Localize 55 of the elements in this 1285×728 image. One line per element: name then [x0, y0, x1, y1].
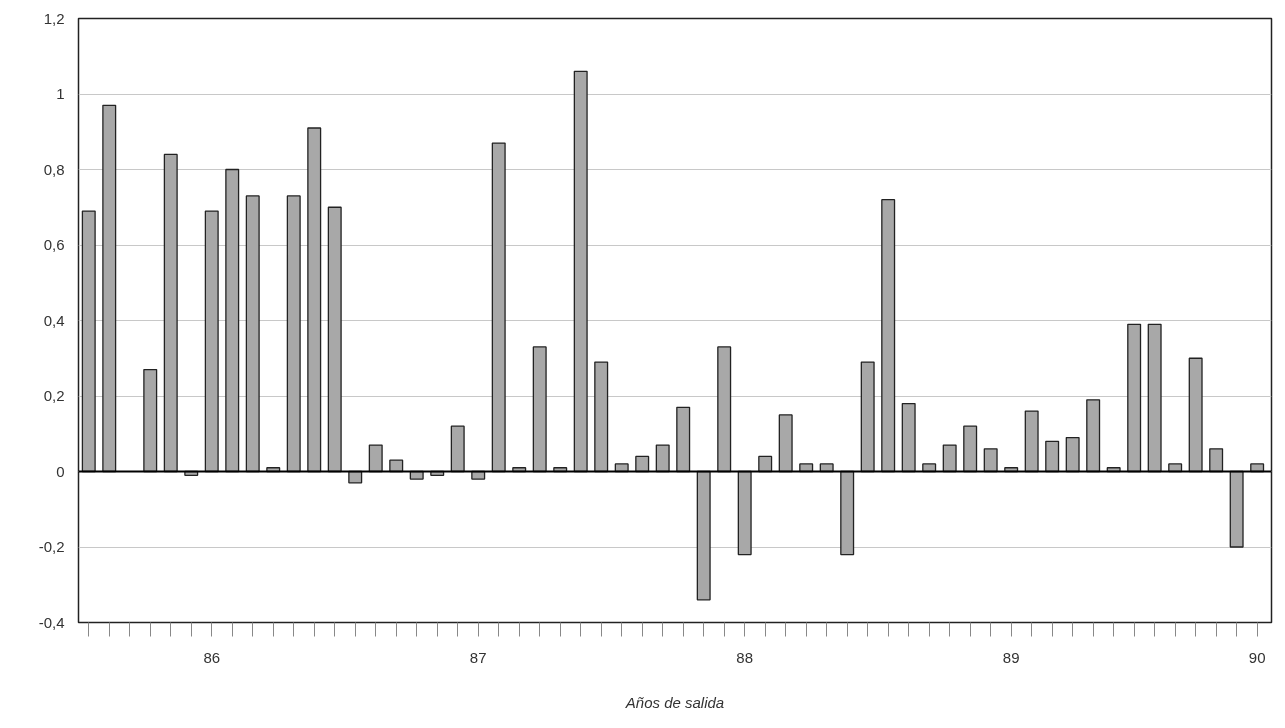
y-tick-label: -0,2 [38, 538, 65, 555]
x-tick-label: 89 [1002, 648, 1020, 666]
bar [204, 210, 219, 473]
y-tick-label: 0,8 [43, 160, 65, 178]
bar [1188, 357, 1203, 473]
bar [1147, 323, 1162, 473]
bar [758, 455, 773, 473]
bar [594, 361, 609, 473]
y-tick-label: 0,4 [43, 311, 65, 329]
bar [1086, 399, 1101, 473]
bar [942, 444, 957, 473]
bar [1229, 470, 1244, 548]
bar [737, 470, 752, 556]
bar [573, 70, 588, 473]
bar [1024, 410, 1039, 473]
bar [860, 361, 875, 473]
bar [963, 425, 978, 473]
y-tick-label: 0,6 [43, 236, 65, 253]
bar [1045, 440, 1060, 473]
bar [81, 210, 96, 473]
bar [327, 206, 342, 473]
bar [143, 368, 158, 473]
bar [635, 455, 650, 473]
x-tick-label: 86 [203, 648, 221, 666]
bar [102, 104, 117, 473]
bar [881, 199, 896, 473]
y-tick-label: 0,2 [43, 387, 65, 404]
y-tick-label: 1 [56, 85, 65, 102]
bar [225, 168, 240, 473]
bar [307, 127, 322, 473]
x-tick-label: 90 [1248, 648, 1266, 666]
bar [450, 425, 465, 473]
bar [245, 195, 260, 473]
bar [778, 414, 793, 473]
bar [717, 346, 732, 473]
bar [368, 444, 383, 473]
y-tick-label: -0,4 [38, 613, 65, 631]
bar [1209, 448, 1224, 473]
x-tick-label: 87 [469, 648, 487, 666]
x-tick-label: 88 [736, 648, 754, 666]
bar [840, 470, 855, 556]
bar [286, 195, 301, 473]
y-tick-label: 1,2 [43, 9, 65, 27]
bar [491, 142, 506, 473]
bar [532, 346, 547, 473]
bar [655, 444, 670, 473]
bar [983, 448, 998, 473]
bar [676, 406, 691, 473]
x-axis-title: Años de salida [624, 693, 725, 711]
bar [163, 153, 178, 473]
y-tick-label: 0 [56, 462, 65, 480]
bar [1065, 436, 1080, 473]
bar [696, 470, 711, 601]
bar [901, 402, 916, 473]
bar [1127, 323, 1142, 473]
